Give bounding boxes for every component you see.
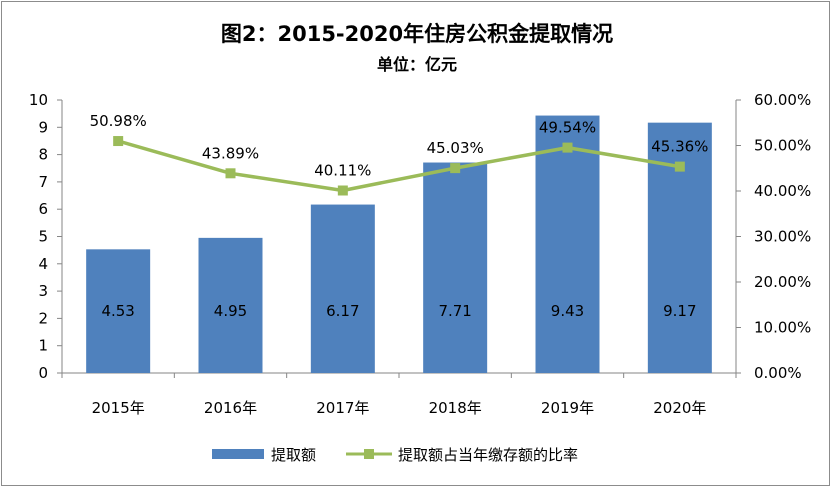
x-tick-label: 2016年 [204, 399, 257, 417]
right-tick-label: 40.00% [754, 182, 811, 200]
bar-value-label: 7.71 [438, 302, 471, 320]
rate-marker [225, 168, 236, 179]
rate-line [117, 139, 681, 193]
legend-swatch-bar [212, 449, 264, 459]
legend-swatch-marker [364, 449, 374, 459]
rate-value-label: 43.89% [202, 144, 259, 162]
legend-label-bar: 提取额 [271, 446, 316, 464]
x-tick-label: 2019年 [541, 399, 594, 417]
left-tick-label: 9 [38, 118, 48, 136]
bar-value-label: 4.95 [214, 302, 247, 320]
bar-value-label: 4.53 [101, 302, 134, 320]
right-tick-label: 60.00% [754, 91, 811, 109]
left-tick-label: 3 [38, 282, 48, 300]
chart-subtitle: 单位：亿元 [377, 55, 457, 74]
rate-value-label: 40.11% [314, 161, 371, 179]
bar-value-label: 9.17 [663, 302, 696, 320]
rate-value-label: 50.98% [90, 112, 147, 130]
legend: 提取额 提取额占当年缴存额的比率 [212, 446, 578, 464]
left-tick-label: 5 [38, 228, 48, 246]
x-tick-label: 2020年 [653, 399, 706, 417]
bar [86, 249, 151, 373]
right-tick-label: 20.00% [754, 273, 811, 291]
left-tick-label: 1 [38, 337, 48, 355]
right-tick-label: 10.00% [754, 319, 811, 337]
bar [647, 122, 712, 373]
rate-value-label: 49.54% [539, 119, 596, 137]
rate-marker [562, 142, 573, 153]
right-tick-label: 50.00% [754, 137, 811, 155]
bar [198, 237, 263, 373]
bar [310, 204, 375, 373]
left-tick-label: 4 [38, 255, 48, 273]
left-tick-label: 7 [38, 173, 48, 191]
left-tick-label: 2 [38, 309, 48, 327]
legend-label-line: 提取额占当年缴存额的比率 [398, 446, 578, 464]
bar [535, 115, 600, 373]
left-tick-label: 10 [29, 91, 48, 109]
rate-marker [450, 163, 461, 174]
rate-marker [674, 161, 685, 172]
right-tick-label: 0.00% [754, 364, 802, 382]
rate-marker [337, 185, 348, 196]
rate-value-label: 45.03% [427, 139, 484, 157]
left-tick-label: 0 [38, 364, 48, 382]
left-tick-label: 8 [38, 146, 48, 164]
bar-value-label: 9.43 [551, 302, 584, 320]
rate-value-label: 45.36% [651, 138, 708, 156]
chart-title: 图2：2015-2020年住房公积金提取情况 [221, 22, 613, 46]
x-tick-label: 2015年 [92, 399, 145, 417]
bar-value-label: 6.17 [326, 302, 359, 320]
x-tick-label: 2017年 [316, 399, 369, 417]
x-tick-label: 2018年 [429, 399, 482, 417]
bar [423, 162, 488, 373]
right-tick-label: 30.00% [754, 228, 811, 246]
left-tick-label: 6 [38, 200, 48, 218]
rate-marker [113, 136, 124, 147]
